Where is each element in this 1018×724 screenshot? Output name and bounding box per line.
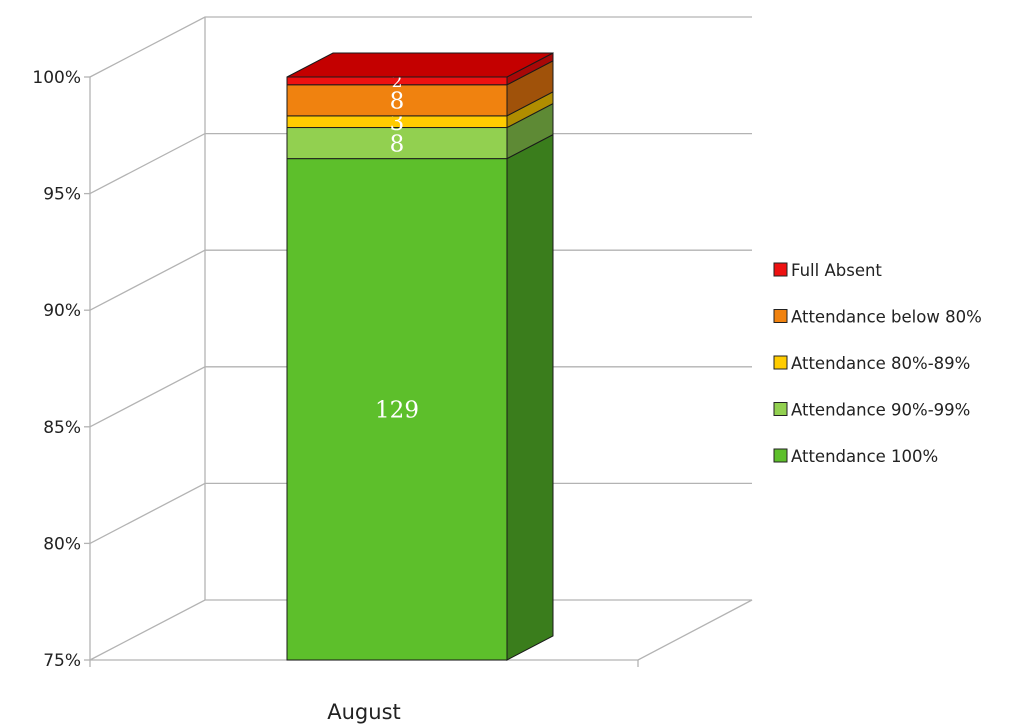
legend: Full Absent Attendance below 80% Attendanc… <box>773 261 982 466</box>
y-tick-label: 85% <box>43 418 81 438</box>
y-tick-label: 90% <box>43 301 81 321</box>
legend-item: Full Absent <box>773 261 882 280</box>
bar-segment: 8 <box>286 59 554 117</box>
legend-swatch <box>773 402 788 416</box>
y-axis-ticks: 75% 80% 85% 90% 95% 100% <box>32 68 81 671</box>
legend-item: Attendance 80%-89% <box>773 354 970 373</box>
bar-segment: 3 <box>286 91 554 136</box>
legend-label: Attendance 100% <box>791 447 938 466</box>
bar-segment: 8 <box>286 102 554 160</box>
legend-label: Full Absent <box>791 261 882 280</box>
legend-swatch <box>773 262 788 277</box>
legend-label: Attendance 90%-99% <box>791 401 970 420</box>
legend-item: Attendance below 80% <box>773 308 982 327</box>
bar-segment: 129 <box>286 133 554 661</box>
data-label: 2 <box>392 72 403 92</box>
legend-label: Attendance below 80% <box>791 308 982 327</box>
chart-walls <box>84 16 753 661</box>
data-label: 3 <box>390 110 405 136</box>
legend-swatch <box>773 448 788 463</box>
data-label: 8 <box>390 89 405 115</box>
legend-swatch <box>773 355 788 370</box>
bar-segment-front <box>286 84 508 117</box>
gridline <box>89 366 752 428</box>
bar-segment-side <box>506 133 554 661</box>
gridline <box>89 132 752 195</box>
x-category-label: August <box>327 700 401 724</box>
bar-segment-front <box>286 158 508 661</box>
y-tick-label: 100% <box>32 68 81 88</box>
y-tick-label: 75% <box>43 651 81 671</box>
legend-swatch <box>773 309 788 323</box>
y-tick-label: 80% <box>43 534 81 554</box>
gridline <box>89 16 752 78</box>
legend-label: Attendance 80%-89% <box>791 354 970 373</box>
y-tick-label: 95% <box>43 185 81 205</box>
data-label: 8 <box>390 131 405 157</box>
legend-item: Attendance 90%-99% <box>773 401 970 420</box>
legend-item: Attendance 100% <box>773 447 938 466</box>
x-axis: August <box>89 660 639 724</box>
bar-top-face <box>286 52 554 78</box>
gridline <box>89 249 752 311</box>
gridline <box>89 482 752 544</box>
data-label: 129 <box>375 398 419 424</box>
